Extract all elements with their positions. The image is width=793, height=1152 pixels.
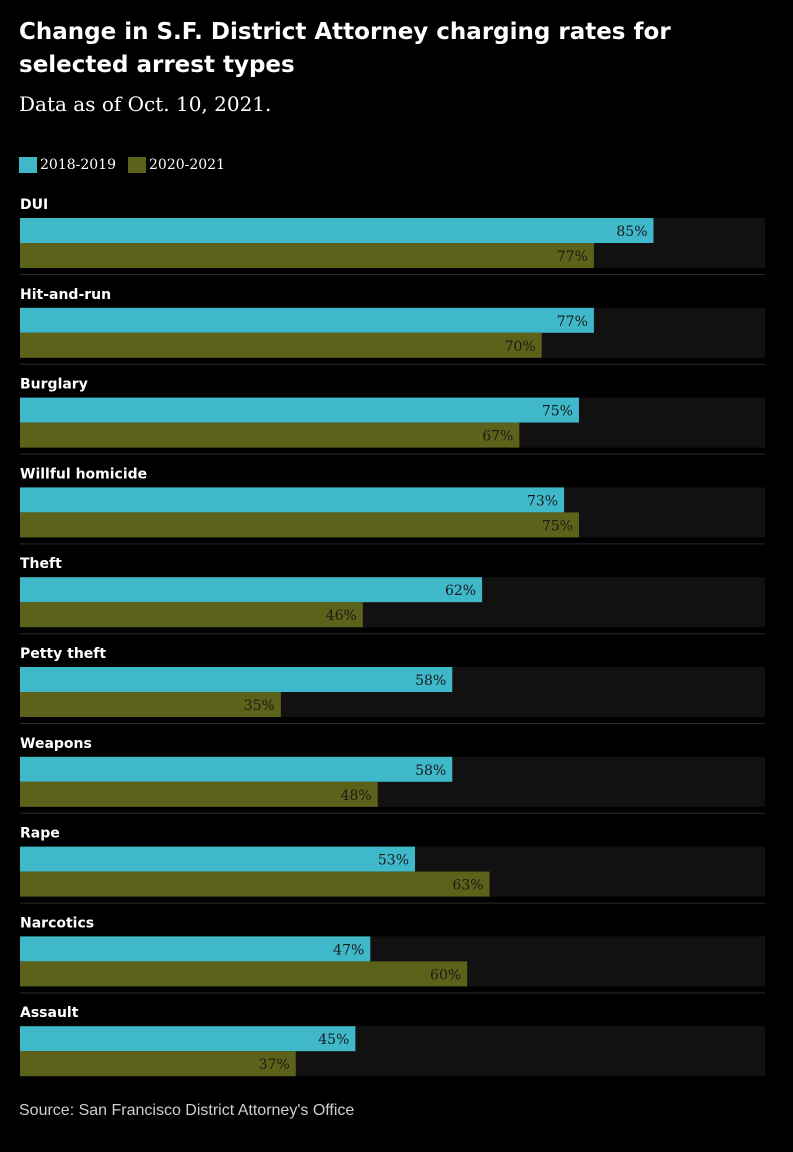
data-label-hit-and-run-2020-2021: 70% bbox=[505, 339, 536, 355]
data-label-burglary-2018-2019: 75% bbox=[542, 404, 573, 420]
data-label-petty-theft-2018-2019: 58% bbox=[415, 673, 446, 689]
legend-item-2020-2021: 2020-2021 bbox=[128, 157, 225, 173]
category-label-hit-and-run: Hit-and-run bbox=[20, 287, 111, 303]
bar-burglary-2020-2021 bbox=[20, 422, 520, 448]
data-label-rape-2020-2021: 63% bbox=[452, 878, 483, 894]
bar-rape-2020-2021 bbox=[20, 871, 490, 897]
data-label-weapons-2020-2021: 48% bbox=[341, 788, 372, 804]
data-label-rape-2018-2019: 53% bbox=[378, 853, 409, 869]
bar-petty-theft-2020-2021 bbox=[20, 692, 281, 717]
bar-assault-2018-2019 bbox=[20, 1026, 356, 1052]
category-label-burglary: Burglary bbox=[20, 377, 88, 393]
category-label-rape: Rape bbox=[20, 826, 60, 842]
bar-petty-theft-2018-2019 bbox=[20, 667, 453, 692]
data-label-weapons-2018-2019: 58% bbox=[415, 763, 446, 779]
data-label-dui-2018-2019: 85% bbox=[616, 224, 647, 240]
data-label-burglary-2020-2021: 67% bbox=[482, 429, 513, 445]
bar-theft-2018-2019 bbox=[20, 577, 483, 603]
data-label-narcotics-2020-2021: 60% bbox=[430, 967, 461, 983]
bar-weapons-2020-2021 bbox=[20, 781, 378, 807]
bar-burglary-2018-2019 bbox=[20, 397, 579, 423]
bar-hit-and-run-2020-2021 bbox=[20, 332, 542, 358]
data-label-willful-homicide-2020-2021: 75% bbox=[542, 518, 573, 534]
data-label-theft-2020-2021: 46% bbox=[326, 608, 357, 624]
bar-weapons-2018-2019 bbox=[20, 756, 453, 782]
data-label-dui-2020-2021: 77% bbox=[557, 249, 588, 265]
data-label-petty-theft-2020-2021: 35% bbox=[244, 698, 275, 714]
category-label-weapons: Weapons bbox=[20, 736, 92, 752]
bar-dui-2020-2021 bbox=[20, 243, 594, 268]
category-label-petty-theft: Petty theft bbox=[20, 646, 106, 662]
legend-item-2018-2019: 2018-2019 bbox=[19, 157, 116, 173]
legend-swatch-2020-2021 bbox=[128, 157, 146, 173]
category-label-willful-homicide: Willful homicide bbox=[20, 466, 147, 482]
category-label-narcotics: Narcotics bbox=[20, 915, 94, 931]
data-label-narcotics-2018-2019: 47% bbox=[333, 942, 364, 958]
category-label-dui: DUI bbox=[20, 197, 48, 213]
legend-label-2020-2021: 2020-2021 bbox=[149, 157, 225, 173]
data-label-theft-2018-2019: 62% bbox=[445, 583, 476, 599]
data-label-assault-2020-2021: 37% bbox=[259, 1057, 290, 1073]
bar-rape-2018-2019 bbox=[20, 846, 416, 872]
bar-theft-2020-2021 bbox=[20, 602, 363, 628]
category-label-assault: Assault bbox=[20, 1005, 79, 1021]
legend-swatch-2018-2019 bbox=[19, 157, 37, 173]
bar-assault-2020-2021 bbox=[20, 1051, 296, 1077]
bar-chart: DUI 85% 77% Hit-and-run 77% 70% Burglary 75% 67%… bbox=[20, 197, 765, 1077]
bar-hit-and-run-2018-2019 bbox=[20, 307, 594, 333]
data-label-hit-and-run-2018-2019: 77% bbox=[557, 314, 588, 330]
bar-willful-homicide-2018-2019 bbox=[20, 487, 565, 513]
data-label-assault-2018-2019: 45% bbox=[318, 1032, 349, 1048]
bar-narcotics-2020-2021 bbox=[20, 961, 468, 987]
bar-narcotics-2018-2019 bbox=[20, 936, 371, 962]
legend: 2018-2019 2020-2021 bbox=[19, 156, 237, 174]
chart-title: Change in S.F. District Attorney chargin… bbox=[19, 19, 671, 78]
source-note: Source: San Francisco District Attorney'… bbox=[19, 1102, 355, 1119]
legend-label-2018-2019: 2018-2019 bbox=[40, 157, 116, 173]
data-label-willful-homicide-2018-2019: 73% bbox=[527, 493, 558, 509]
chart-subtitle: Data as of Oct. 10, 2021. bbox=[19, 92, 272, 116]
category-label-theft: Theft bbox=[20, 556, 62, 572]
bar-willful-homicide-2020-2021 bbox=[20, 512, 579, 538]
bar-dui-2018-2019 bbox=[20, 218, 654, 243]
